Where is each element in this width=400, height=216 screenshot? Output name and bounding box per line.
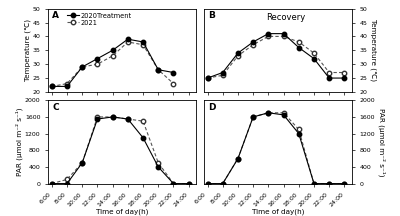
X-axis label: Time of day(h): Time of day(h) bbox=[252, 208, 304, 215]
Text: A: A bbox=[52, 11, 60, 20]
Legend: 2020Treatment, 2021: 2020Treatment, 2021 bbox=[66, 12, 133, 26]
Y-axis label: Temperature (℃): Temperature (℃) bbox=[24, 19, 31, 81]
Text: D: D bbox=[208, 103, 216, 112]
Y-axis label: PAR (μmol m⁻² s⁻¹): PAR (μmol m⁻² s⁻¹) bbox=[16, 108, 23, 176]
Text: C: C bbox=[52, 103, 59, 112]
Y-axis label: Temperature (℃): Temperature (℃) bbox=[370, 19, 377, 81]
Text: Recovery: Recovery bbox=[266, 13, 305, 22]
Text: B: B bbox=[208, 11, 215, 20]
Y-axis label: PAR (μmol m⁻² s⁻¹): PAR (μmol m⁻² s⁻¹) bbox=[378, 108, 386, 176]
X-axis label: Time of day(h): Time of day(h) bbox=[96, 208, 148, 215]
